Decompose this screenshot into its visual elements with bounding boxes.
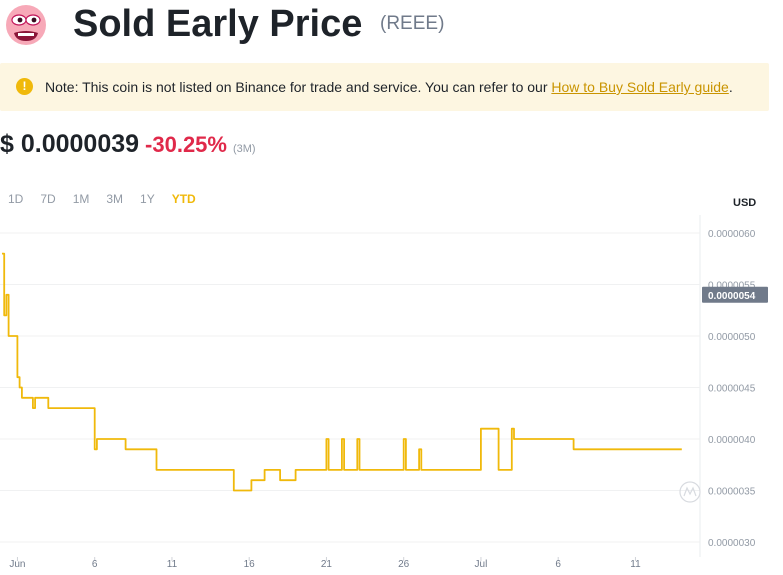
page-title: Sold Early Price — [73, 3, 363, 45]
x-tick-label: Jul — [475, 559, 488, 570]
watermark-logo-icon — [679, 481, 701, 503]
range-1y[interactable]: 1Y — [140, 192, 155, 206]
x-tick-label: 21 — [321, 559, 333, 570]
x-tick-label: 16 — [244, 559, 256, 570]
currency-label: USD — [733, 197, 757, 209]
notice-text: Note: This coin is not listed on Binance… — [45, 79, 733, 95]
price-change: -30.25% — [145, 132, 227, 157]
range-3m[interactable]: 3M — [106, 192, 124, 206]
x-tick-label: 26 — [398, 559, 410, 570]
watermark-logo-glyph — [683, 486, 697, 497]
pepe-face-logo — [6, 5, 46, 45]
y-tick-label: 0.0000060 — [708, 229, 756, 240]
y-tick-label: 0.0000030 — [708, 538, 756, 549]
range-ytd[interactable]: YTD — [171, 192, 196, 206]
y-tick-label: 0.0000050 — [708, 332, 756, 343]
price-line — [2, 252, 682, 492]
notice-banner: ! Note: This coin is not listed on Binan… — [0, 63, 769, 111]
current-price-marker-label: 0.0000054 — [708, 291, 756, 302]
range-1m[interactable]: 1M — [72, 192, 90, 206]
time-range-selector: 1D 7D 1M 3M 1Y YTD — [8, 192, 213, 206]
y-tick-label: 0.0000035 — [708, 487, 756, 498]
x-tick-label: Jun — [9, 559, 25, 570]
price-row: $ 0.0000039 -30.25% (3M) — [0, 130, 256, 164]
notice-message: Note: This coin is not listed on Binance… — [45, 79, 552, 95]
header: Sold Early Price (REEE) — [0, 0, 783, 58]
range-7d[interactable]: 7D — [40, 192, 56, 206]
y-tick-label: 0.0000040 — [708, 435, 756, 446]
exclamation-circle-icon: ! — [16, 78, 33, 95]
x-tick-label: 11 — [630, 559, 641, 570]
current-price: $ 0.0000039 — [0, 130, 140, 158]
x-tick-label: 6 — [555, 559, 561, 570]
y-tick-label: 0.0000055 — [708, 281, 756, 292]
coin-symbol: (REEE) — [380, 13, 445, 34]
price-chart[interactable]: 0.0000030 0.0000035 0.0000040 0.0000045 0.00… — [0, 215, 783, 575]
notice-suffix: . — [728, 79, 733, 95]
how-to-buy-link[interactable]: How to Buy Sold Early guide — [551, 79, 729, 95]
y-tick-label: 0.0000045 — [708, 384, 756, 395]
range-1d[interactable]: 1D — [8, 192, 24, 206]
x-tick-label: 6 — [92, 559, 98, 570]
change-period: (3M) — [232, 143, 256, 155]
x-tick-label: 11 — [167, 559, 178, 570]
current-price-marker — [702, 286, 768, 303]
